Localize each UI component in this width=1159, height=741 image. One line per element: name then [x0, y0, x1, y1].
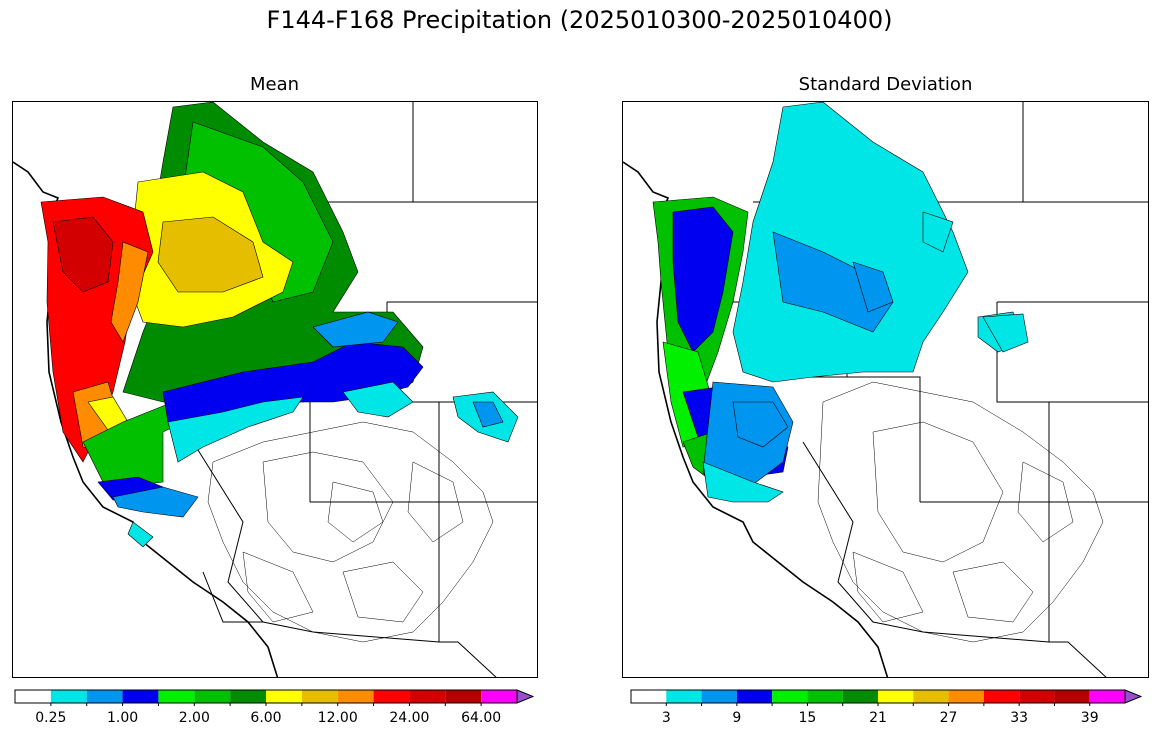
- colorbar-segment: [301, 690, 338, 703]
- colorbar-segment: [948, 690, 984, 703]
- colorbar-tick-label: 3: [661, 710, 671, 726]
- colorbar-segment: [878, 690, 914, 703]
- colorbar-segment: [445, 690, 482, 703]
- stddev-map-canvas: [623, 102, 1148, 677]
- stddev-map: [622, 101, 1149, 678]
- stddev-colorbar: [630, 689, 1142, 706]
- colorbar-tick-label: 21: [869, 710, 887, 726]
- colorbar-tick-label: 39: [1080, 710, 1099, 726]
- colorbar-segment: [736, 690, 773, 703]
- colorbar-tick-label: 33: [1010, 710, 1029, 726]
- stddev-regions: [652, 102, 1029, 503]
- colorbar-tick-label: 9: [732, 710, 742, 726]
- mean-map-canvas: [13, 102, 537, 677]
- stddev-colorbar-labels: 3 9 15 21 27 33 39: [630, 710, 1142, 734]
- basin-outlines: [817, 381, 1104, 643]
- colorbar-segment: [1089, 690, 1125, 703]
- colorbar-tick-label: 12.00: [317, 710, 358, 726]
- colorbar-segment: [1019, 690, 1055, 703]
- colorbar-segment: [409, 690, 446, 703]
- colorbar-segment: [807, 690, 843, 703]
- colorbar-tick-label: 27: [939, 710, 958, 726]
- mean-map: [12, 101, 538, 678]
- colorbar-segment: [194, 690, 231, 703]
- colorbar-segment: [1054, 690, 1090, 703]
- colorbar-extend-arrow: [516, 689, 534, 704]
- colorbar-segment: [666, 690, 702, 703]
- colorbar-tick-label: 0.25: [35, 710, 67, 726]
- precip-regions: [40, 102, 519, 548]
- colorbar-segment: [266, 690, 302, 703]
- colorbar-tick-label: 6.00: [250, 710, 282, 726]
- figure-title: F144-F168 Precipitation (2025010300-2025…: [266, 6, 893, 34]
- colorbar-segment: [15, 690, 51, 703]
- colorbar-segment: [50, 690, 87, 703]
- colorbar-segment: [481, 690, 517, 703]
- colorbar-segment: [983, 690, 1020, 703]
- colorbar-segment: [631, 690, 667, 703]
- colorbar-segment: [842, 690, 878, 703]
- colorbar-segment: [772, 690, 808, 703]
- colorbar-segment: [158, 690, 195, 703]
- colorbar-tick-label: 64.00: [461, 710, 502, 726]
- colorbar-segment: [86, 690, 123, 703]
- colorbar-extend-arrow: [1124, 689, 1142, 704]
- colorbar-segment: [913, 690, 949, 703]
- colorbar-tick-label: 24.00: [389, 710, 430, 726]
- basin-outlines: [207, 421, 494, 643]
- colorbar-segment: [337, 690, 374, 703]
- colorbar-segment: [701, 690, 737, 703]
- panel-title-stddev: Standard Deviation: [798, 74, 973, 95]
- colorbar-segment: [373, 690, 410, 703]
- colorbar-tick-label: 15: [798, 710, 817, 726]
- colorbar-tick-label: 1.00: [106, 710, 139, 726]
- colorbar-segment: [122, 690, 159, 703]
- panel-title-mean: Mean: [249, 74, 300, 95]
- mean-colorbar: [14, 689, 534, 706]
- colorbar-segment: [230, 690, 266, 703]
- mean-colorbar-labels: 0.25 1.00 2.00 6.00 12.00 24.00 64.00: [14, 710, 534, 734]
- colorbar-tick-label: 2.00: [178, 710, 210, 726]
